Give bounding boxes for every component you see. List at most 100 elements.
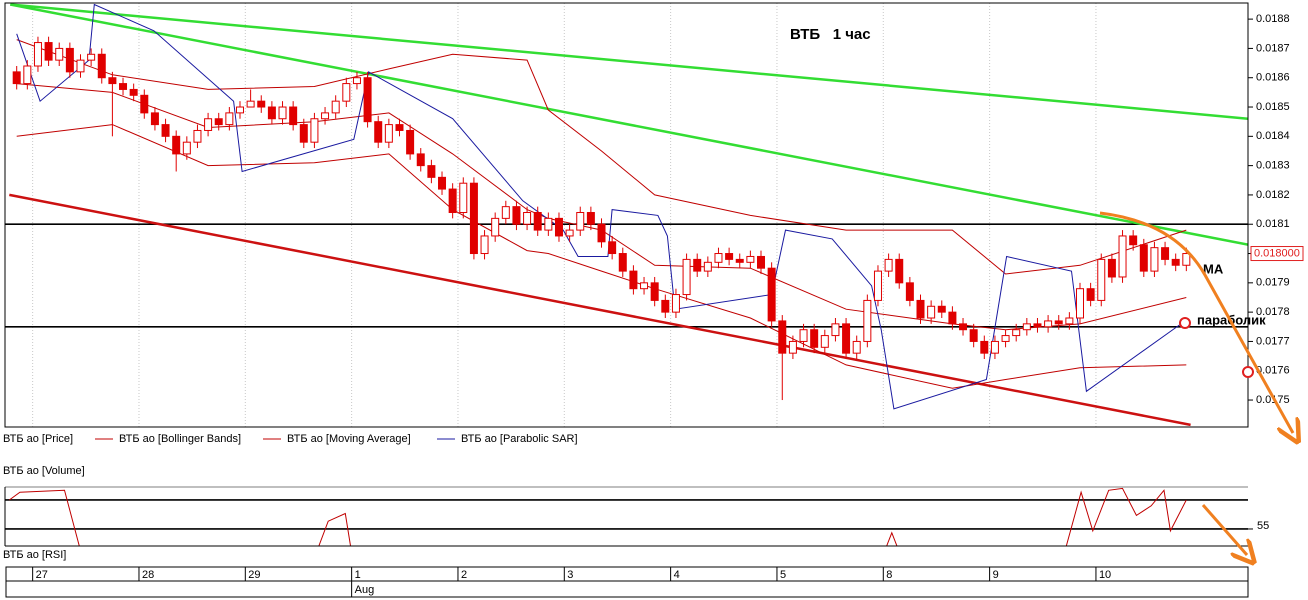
x-tick-label: 1: [355, 569, 361, 581]
candle-body: [1139, 244, 1148, 272]
x-tick-label: 27: [36, 569, 48, 581]
candle-body: [108, 77, 117, 85]
y-tick-label: 0.0187: [1256, 42, 1290, 54]
candle-body: [757, 255, 766, 269]
candle-body: [384, 124, 393, 143]
candle-body: [608, 241, 617, 255]
candle-body: [44, 42, 53, 61]
candle-body: [873, 270, 882, 301]
x-tick-label: 2: [461, 569, 467, 581]
candle-body: [469, 182, 478, 255]
candle-body: [576, 212, 585, 231]
candle-body: [969, 329, 978, 342]
candle-body: [884, 258, 893, 272]
candle-body: [671, 294, 680, 313]
trend-line: [9, 193, 1191, 427]
candle-body: [990, 340, 999, 354]
y-tick-label: 0.0176: [1256, 365, 1290, 377]
candle-body: [416, 153, 425, 167]
candle-body: [182, 141, 191, 155]
candle-body: [927, 305, 936, 319]
candle-body: [501, 206, 510, 219]
legend-label: ВТБ ао [Price]: [3, 433, 73, 445]
candle-body: [331, 100, 340, 114]
forecast-arrow: [1099, 211, 1293, 433]
candle-body: [1161, 247, 1170, 260]
trend-line: [10, 3, 1248, 246]
candle-body: [533, 212, 542, 231]
marker-circle: [1242, 366, 1254, 378]
candle-body: [438, 176, 447, 190]
forecast-arrow: [1201, 504, 1247, 555]
candle-body: [916, 299, 925, 319]
candle-body: [204, 118, 213, 131]
candle-body: [310, 118, 319, 143]
rsi-plot: [5, 487, 1248, 546]
trend-line: [10, 3, 1248, 120]
candle-body: [820, 335, 829, 348]
candle-body: [980, 340, 989, 354]
y-tick-label: 0.0177: [1256, 335, 1290, 347]
y-tick-label: 0.0179: [1256, 277, 1290, 289]
candle-body: [703, 261, 712, 272]
x-tick-label: 9: [993, 569, 999, 581]
x-axis-frame: [5, 566, 1249, 598]
x-tick-label: 3: [567, 569, 573, 581]
x-tick-label: 8: [886, 569, 892, 581]
candle-body: [448, 188, 457, 214]
candle-body: [1086, 288, 1095, 301]
candle-body: [661, 299, 670, 313]
candle-body: [65, 47, 74, 73]
legend-label: ВТБ ао [Moving Average]: [287, 433, 411, 445]
candle-body: [767, 267, 776, 322]
candle-body: [586, 212, 595, 225]
candle-body: [693, 258, 702, 272]
candle-body: [278, 106, 287, 120]
candle-body: [725, 253, 734, 260]
candle-body: [597, 223, 606, 243]
candle-body: [1022, 323, 1031, 331]
candle-body: [842, 323, 851, 354]
candle-body: [937, 305, 946, 313]
panel-label: ВТБ ао [Volume]: [3, 465, 85, 477]
indicator-line: [16, 83, 1187, 331]
candle-body: [214, 118, 223, 126]
candle-body: [1097, 258, 1106, 301]
candle-body: [948, 311, 957, 325]
candle-body: [905, 282, 914, 301]
candle-body: [1044, 320, 1053, 328]
candle-body: [299, 124, 308, 143]
indicator-line: [16, 3, 1182, 410]
candle-body: [12, 71, 21, 85]
axes: 0.01750.01760.01770.01780.01790.01800.01…: [3, 2, 1304, 598]
candle-body: [1107, 258, 1116, 278]
bollinger-upper: [16, 39, 1187, 275]
chart-title: ВТБ 1 час: [790, 26, 871, 43]
panel-label: ВТБ ао [RSI]: [3, 549, 66, 561]
candle-body: [97, 53, 106, 79]
candle-body: [1150, 247, 1159, 272]
candle-body: [863, 299, 872, 342]
y-tick-label: 0.0186: [1256, 72, 1290, 84]
x-tick-label: Aug: [355, 584, 375, 596]
candle-body: [788, 340, 797, 354]
candle-body: [1182, 253, 1191, 266]
candle-body: [87, 53, 96, 61]
candle-body: [640, 282, 649, 290]
candle-body: [352, 77, 361, 85]
candle-body: [1033, 323, 1042, 328]
candle-body: [554, 217, 563, 237]
candle-body: [959, 323, 968, 331]
x-tick-label: 29: [248, 569, 260, 581]
price-plot: [5, 3, 1248, 427]
plot-frame: [4, 2, 1249, 428]
candle-body: [342, 83, 351, 102]
candle-body: [395, 124, 404, 131]
x-tick-label: 4: [674, 569, 680, 581]
annotation: MA: [1203, 261, 1224, 276]
candle-body: [374, 121, 383, 143]
candle-body: [1129, 235, 1138, 246]
y-tick-label: 0.0184: [1256, 130, 1290, 142]
y-tick-label: 0.0183: [1256, 160, 1290, 172]
